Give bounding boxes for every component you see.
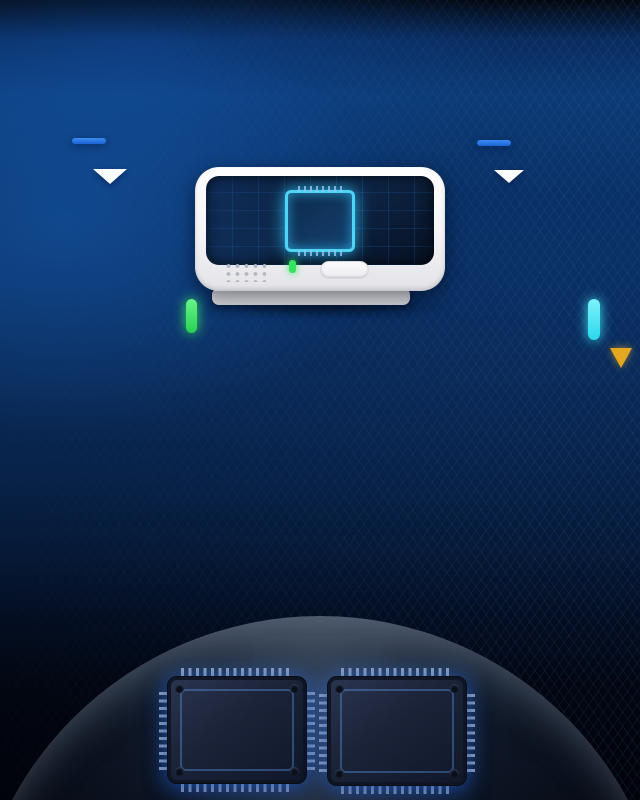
before-down-arrow-icon xyxy=(93,169,127,184)
chip-pins xyxy=(319,690,327,772)
chip-body xyxy=(327,676,467,786)
anc-chip xyxy=(319,668,475,794)
after-badge xyxy=(477,140,511,146)
chip-pins xyxy=(181,668,293,676)
chip-pins xyxy=(341,786,453,794)
after-down-arrow-icon xyxy=(494,170,524,183)
dsp-chip-label xyxy=(167,676,307,784)
device-circuit-screen xyxy=(206,176,434,265)
ai-chip-pins xyxy=(298,249,342,256)
chip-inner-frame xyxy=(340,689,454,773)
chip-pins xyxy=(341,668,453,676)
chip-pins xyxy=(159,690,167,770)
device-mute-button xyxy=(320,261,369,279)
chip-pins xyxy=(181,784,293,792)
green-led-indicator xyxy=(186,299,197,333)
dsp-chip xyxy=(159,668,315,792)
chip-inner-frame xyxy=(180,689,294,771)
chip-pins xyxy=(307,690,315,770)
device-base xyxy=(212,288,410,305)
chip-body xyxy=(167,676,307,784)
chip-pins xyxy=(467,690,475,772)
noise-cut-stat xyxy=(500,348,632,369)
device-status-led xyxy=(289,260,296,273)
db-area-chart xyxy=(0,390,640,605)
ai-chip-pins xyxy=(298,185,342,192)
blue-led-indicator xyxy=(588,299,600,340)
after-clean-waveform xyxy=(425,175,640,305)
ai-chip-graphic xyxy=(285,185,355,256)
gold-down-arrow-icon xyxy=(610,348,632,368)
anc-chip-label xyxy=(327,676,467,786)
speaker-grill xyxy=(224,262,266,282)
before-badge xyxy=(72,138,106,144)
